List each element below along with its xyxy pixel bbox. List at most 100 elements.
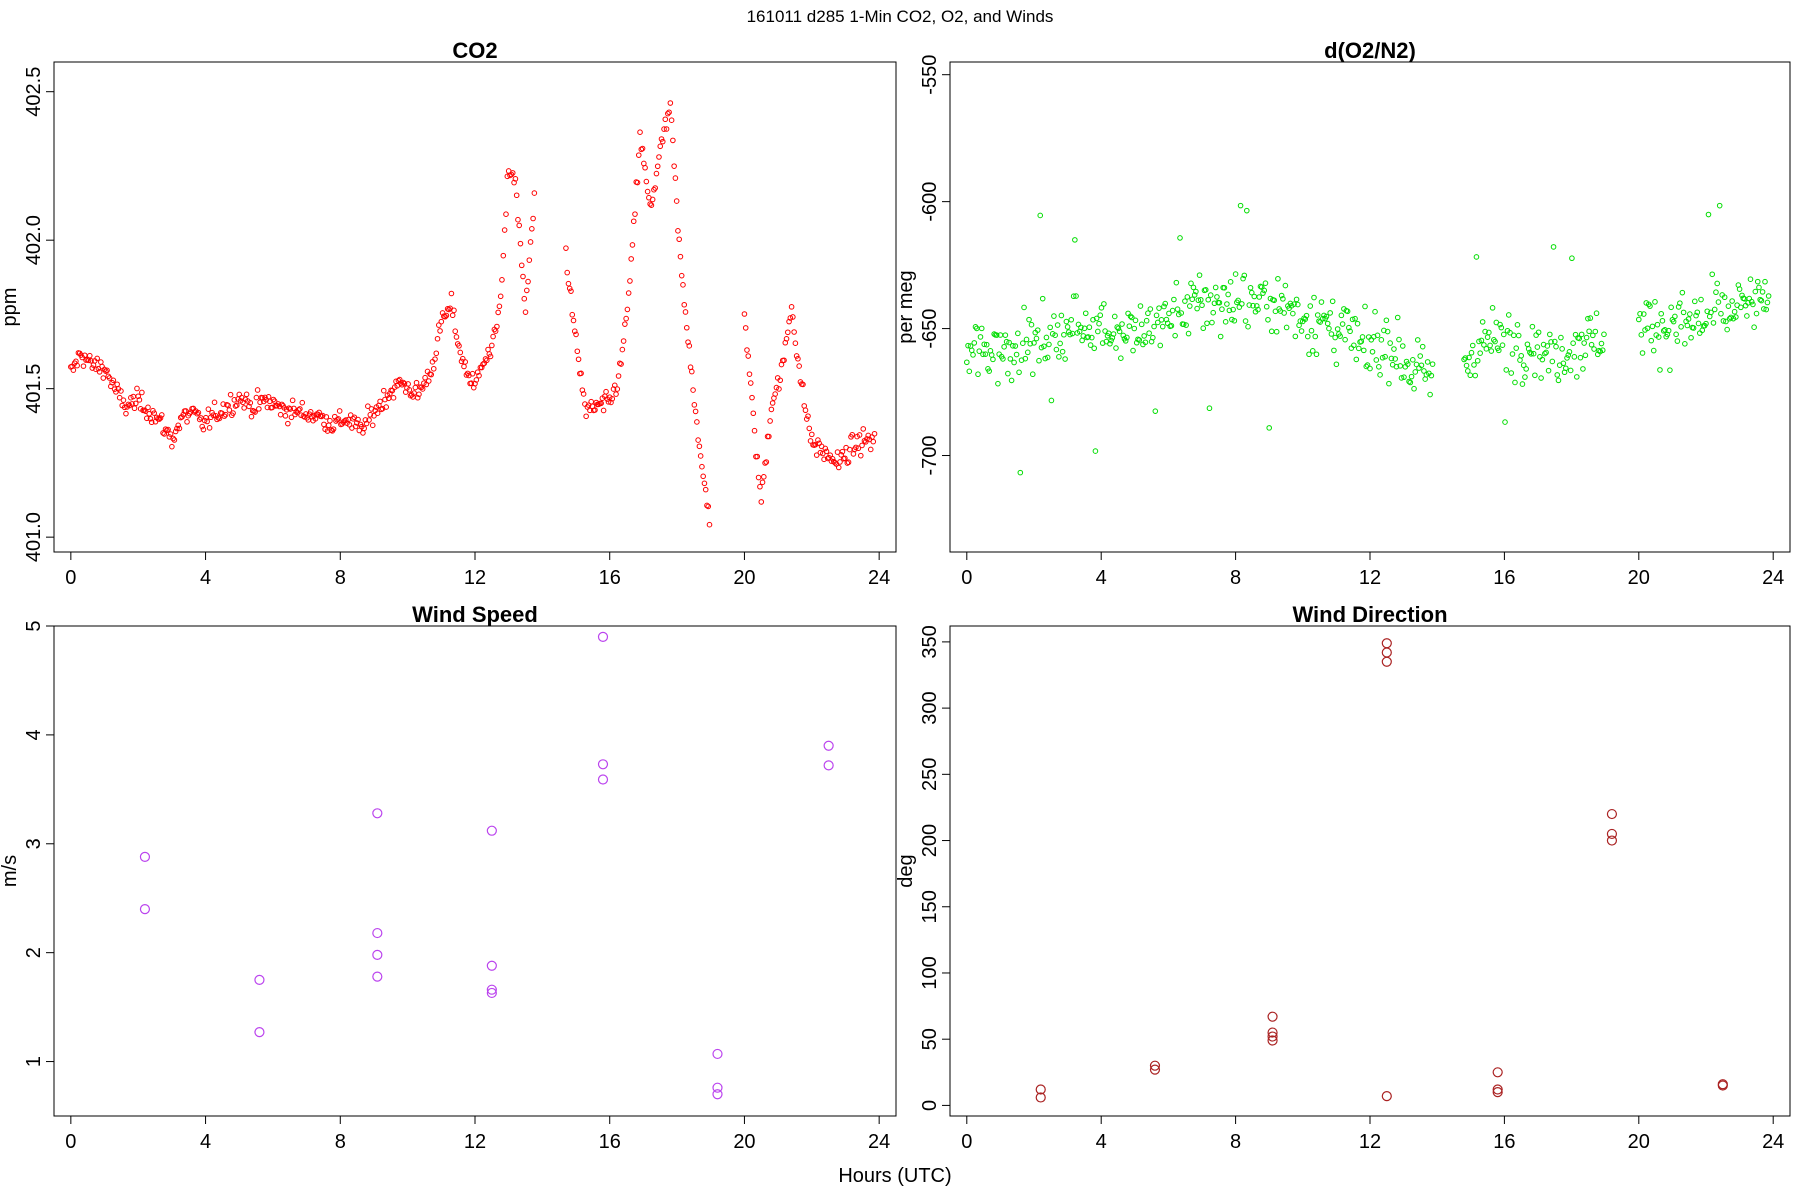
- data-point: [665, 110, 671, 117]
- data-point: [512, 176, 519, 182]
- data-point: [705, 503, 712, 510]
- plot-frame: [53, 61, 897, 553]
- data-point: [1747, 276, 1754, 283]
- data-point: [372, 971, 383, 982]
- x-tick-label: 4: [1096, 1131, 1107, 1153]
- data-point: [1149, 1064, 1161, 1075]
- data-point: [1012, 343, 1019, 349]
- x-tick-label: 24: [1762, 567, 1784, 589]
- data-point: [1492, 338, 1498, 345]
- data-point: [400, 379, 407, 386]
- data-point: [216, 415, 223, 422]
- y-tick-label: 300: [919, 691, 941, 724]
- data-point: [521, 295, 528, 302]
- data-point: [1183, 322, 1189, 328]
- data-point: [1162, 300, 1169, 307]
- data-point: [136, 397, 143, 403]
- data-point: [1199, 302, 1205, 309]
- data-point: [993, 332, 1000, 338]
- data-point: [169, 443, 175, 450]
- data-point: [1082, 310, 1089, 317]
- data-point: [1668, 304, 1674, 311]
- data-point: [1191, 292, 1198, 298]
- data-point: [233, 402, 240, 409]
- data-point: [448, 290, 455, 297]
- data-point: [406, 387, 413, 393]
- data-point: [256, 406, 262, 412]
- data-point: [1748, 298, 1755, 305]
- data-point: [419, 386, 426, 392]
- data-point: [1723, 318, 1729, 325]
- data-point: [627, 278, 633, 284]
- data-point: [1007, 356, 1014, 362]
- data-point: [1185, 330, 1192, 337]
- data-point: [1601, 331, 1607, 338]
- data-point: [1758, 297, 1765, 304]
- data-point: [1349, 316, 1356, 323]
- data-point: [131, 405, 138, 412]
- data-point: [751, 427, 758, 434]
- data-point: [1373, 357, 1380, 363]
- y-tick-label: 0: [919, 1100, 941, 1111]
- data-point: [1513, 345, 1520, 351]
- data-point: [1762, 278, 1768, 285]
- data-point: [1417, 353, 1424, 359]
- data-point: [288, 414, 295, 421]
- data-point: [1092, 448, 1099, 454]
- data-point: [583, 413, 589, 420]
- data-point: [1552, 338, 1558, 345]
- data-point: [461, 363, 467, 370]
- data-point: [867, 446, 874, 453]
- data-point: [781, 357, 787, 364]
- data-point: [1398, 375, 1405, 381]
- x-tick-label: 0: [65, 567, 76, 589]
- data-point: [815, 437, 821, 443]
- data-point: [487, 353, 494, 360]
- data-point: [377, 398, 383, 405]
- data-point: [176, 425, 183, 432]
- series-wind-direction: [1035, 638, 1728, 1103]
- data-point: [846, 446, 853, 453]
- data-point: [1547, 331, 1553, 338]
- data-point: [1056, 354, 1062, 360]
- data-point: [624, 306, 631, 313]
- plot-title: Wind Speed: [412, 602, 538, 627]
- data-point: [632, 211, 638, 217]
- data-point: [1381, 647, 1392, 658]
- data-point: [1711, 306, 1718, 313]
- data-point: [1567, 367, 1574, 374]
- data-point: [1141, 333, 1147, 339]
- data-point: [980, 351, 986, 358]
- data-point: [1657, 367, 1663, 373]
- data-point: [425, 378, 432, 384]
- data-point: [1206, 405, 1213, 412]
- data-point: [1503, 367, 1510, 373]
- data-point: [1150, 334, 1156, 341]
- data-point: [1678, 323, 1684, 330]
- data-point: [297, 406, 303, 412]
- data-point: [1219, 306, 1225, 313]
- data-point: [977, 334, 984, 340]
- data-point: [1665, 327, 1672, 334]
- data-point: [652, 185, 658, 191]
- data-point: [1713, 289, 1719, 296]
- data-point: [508, 171, 515, 178]
- data-point: [289, 397, 296, 404]
- data-point: [94, 355, 100, 362]
- data-point: [134, 385, 140, 392]
- data-point: [1255, 306, 1261, 313]
- data-point: [206, 425, 213, 431]
- data-point: [430, 365, 437, 372]
- data-point: [1013, 351, 1020, 358]
- data-point: [513, 192, 520, 199]
- data-point: [685, 339, 691, 345]
- data-point: [1581, 340, 1587, 346]
- data-point: [252, 409, 258, 415]
- data-point: [1073, 293, 1079, 299]
- data-point: [80, 363, 87, 369]
- data-point: [416, 391, 422, 398]
- data-point: [1309, 348, 1316, 354]
- data-point: [658, 136, 665, 142]
- data-point: [742, 325, 749, 331]
